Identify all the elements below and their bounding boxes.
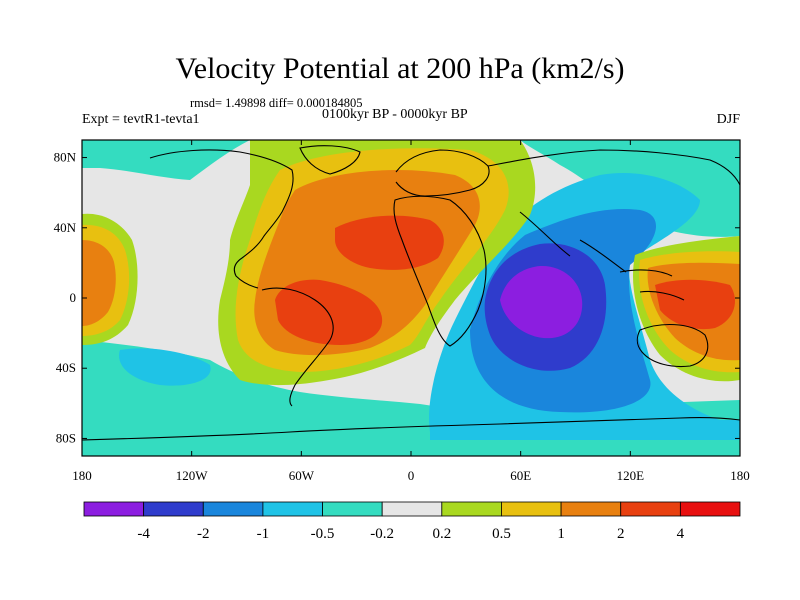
colorbar-swatch <box>202 501 264 517</box>
period-label: 0100kyr BP - 0000kyr BP <box>322 107 468 122</box>
colorbar-label: 0.2 <box>432 526 451 542</box>
colorbar-label: 0.5 <box>492 526 511 542</box>
colorbar: -4 -2 -1 -0.5 -0.2 0.2 0.5 1 2 4 <box>83 501 741 542</box>
y-axis: 80N 40N 0 40S 80S <box>54 150 740 445</box>
colorbar-swatch <box>83 501 145 517</box>
colorbar-label: 1 <box>557 526 565 542</box>
field-redorange-wpac <box>655 279 735 330</box>
coast-australia <box>636 323 709 368</box>
colorbar-label: -0.5 <box>311 526 335 542</box>
stats-subtitle: rmsd= 1.49898 diff= 0.000184805 <box>190 96 363 110</box>
coast-antarctica <box>82 417 740 441</box>
coast-asia <box>487 149 740 273</box>
coast-greenland <box>299 145 361 175</box>
x-tick-label: 120W <box>176 468 209 483</box>
colorbar-label: -1 <box>257 526 270 542</box>
field-violet-core <box>500 265 583 339</box>
coast-africa <box>393 195 487 347</box>
coast-maritime <box>619 269 685 301</box>
y-tick-label: 40S <box>56 360 76 375</box>
field-cyan-pacific <box>119 348 211 386</box>
contour-field <box>82 140 740 456</box>
colorbar-label: -4 <box>137 526 150 542</box>
x-tick-label: 0 <box>408 468 415 483</box>
field-redorange-africa <box>335 215 444 270</box>
field-orange-west <box>82 240 116 326</box>
experiment-label: Expt = tevtR1-tevta1 <box>82 112 200 127</box>
colorbar-label: 2 <box>617 526 625 542</box>
chart-title: Velocity Potential at 200 hPa (km2/s) <box>175 52 625 85</box>
colorbar-swatch <box>441 501 502 517</box>
colorbar-swatch <box>620 501 681 517</box>
colorbar-swatch <box>501 501 562 517</box>
colorbar-swatch <box>381 501 443 517</box>
x-tick-label: 60W <box>289 468 315 483</box>
colorbar-label: -2 <box>197 526 210 542</box>
x-tick-label: 180 <box>72 468 92 483</box>
y-tick-label: 40N <box>54 220 77 235</box>
x-tick-label: 180 <box>730 468 750 483</box>
y-tick-label: 80N <box>54 150 77 165</box>
colorbar-swatch <box>679 501 741 517</box>
colorbar-swatch <box>560 501 622 517</box>
colorbar-swatch <box>262 501 323 517</box>
colorbar-swatch <box>143 501 204 517</box>
colorbar-label: 4 <box>677 526 685 542</box>
x-tick-label: 120E <box>617 468 645 483</box>
colorbar-label: -0.2 <box>370 526 394 542</box>
y-tick-label: 80S <box>56 430 76 445</box>
coast-south-america <box>261 287 334 407</box>
colorbar-swatch <box>322 501 383 517</box>
x-tick-label: 60E <box>510 468 531 483</box>
y-tick-label: 0 <box>70 290 77 305</box>
coastlines <box>82 145 740 441</box>
season-label: DJF <box>716 112 740 127</box>
x-axis: 180 120W 60W 0 60E 120E 180 <box>72 140 750 483</box>
coast-north-america <box>149 149 294 289</box>
